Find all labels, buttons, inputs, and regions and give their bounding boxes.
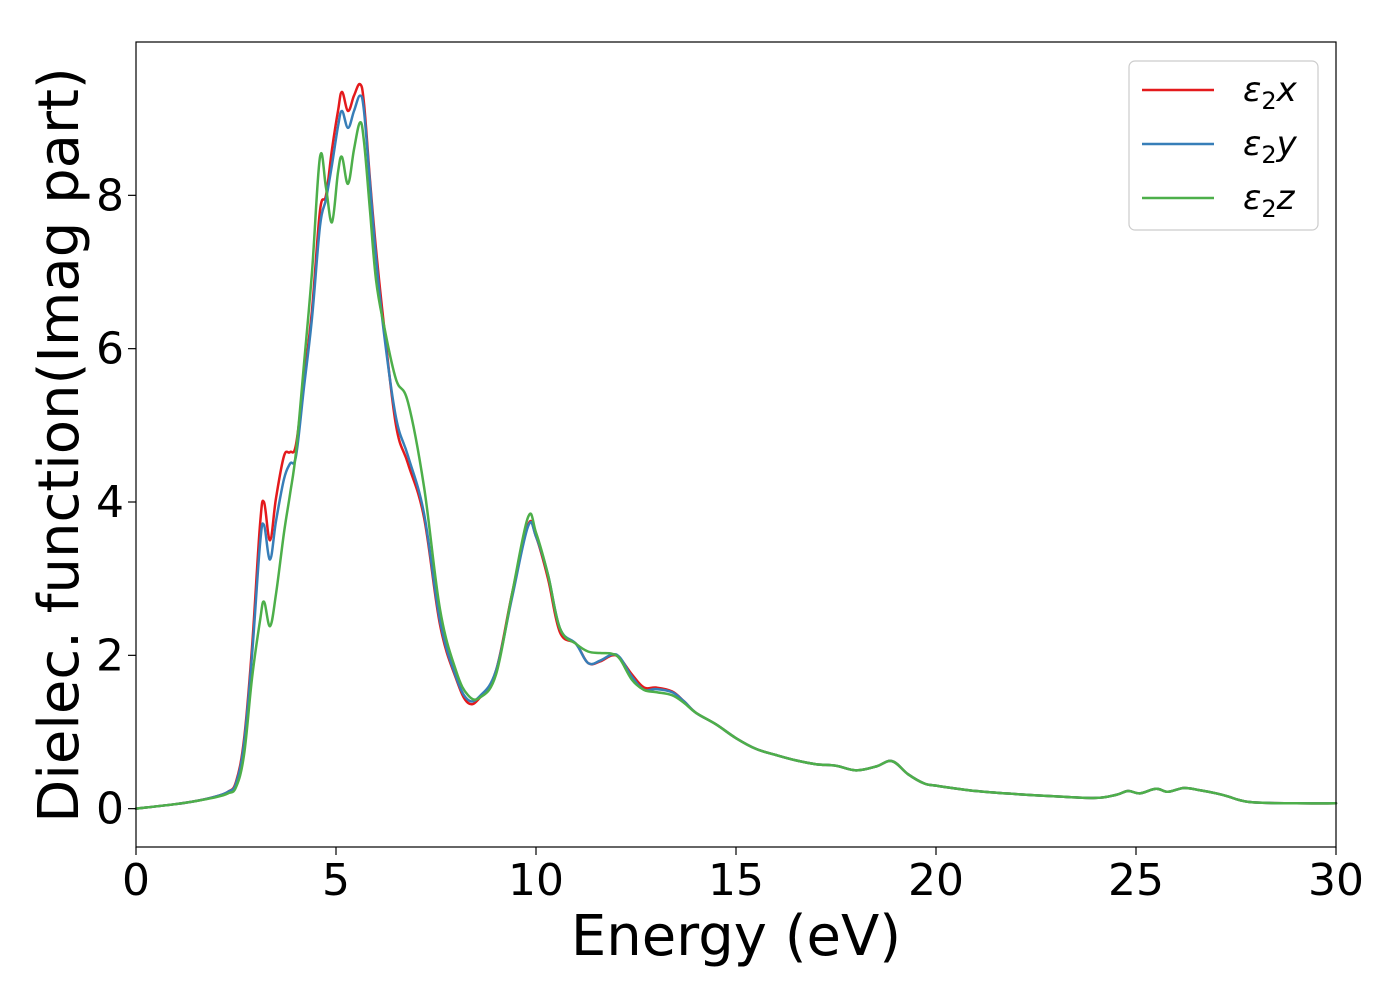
y-tick-label: 0 [96,784,124,835]
x-tick-label: 25 [1108,855,1164,906]
legend-label-x: ε2x [1243,70,1298,115]
x-tick-label: 5 [322,855,350,906]
legend-label-z: ε2z [1243,178,1296,223]
x-axis-label: Energy (eV) [571,904,901,969]
y-axis: 0 2 4 6 8 [96,170,136,835]
x-axis: 0 5 10 15 20 25 30 [122,847,1364,906]
x-tick-label: 20 [908,855,964,906]
x-tick-label: 10 [508,855,564,906]
y-axis-label: Dielec. function(Imag part) [27,67,92,823]
y-tick-label: 4 [96,477,124,528]
legend: ε2x ε2y ε2z [1128,60,1319,231]
x-tick-label: 15 [708,855,764,906]
plot-frame [135,41,1337,848]
y-tick-label: 2 [96,630,124,681]
x-tick-label: 30 [1308,855,1364,906]
y-tick-label: 8 [96,170,124,221]
y-tick-label: 6 [96,324,124,375]
legend-box [1128,60,1319,231]
x-tick-label: 0 [122,855,150,906]
series-line-z [134,121,1338,810]
legend-label-y: ε2y [1243,124,1298,169]
plot-area [134,82,1338,810]
